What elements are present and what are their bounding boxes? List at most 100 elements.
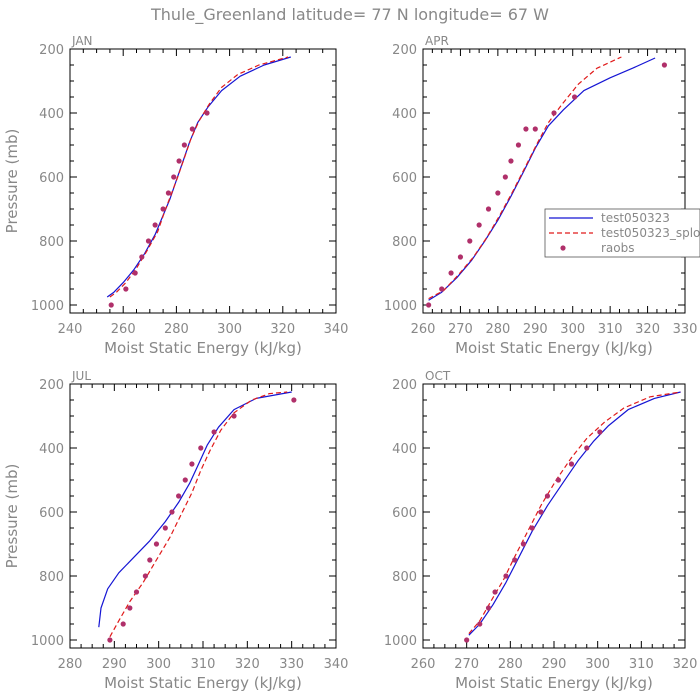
obs-point (584, 445, 590, 451)
obs-point (485, 206, 492, 212)
obs-point (492, 589, 498, 595)
y-tick-label: 1000 (31, 299, 64, 314)
obs-point (176, 493, 182, 499)
model-line (106, 56, 291, 298)
obs-point (495, 190, 501, 196)
data-layer (464, 391, 681, 643)
model2-line (468, 391, 681, 634)
obs-point (153, 541, 160, 547)
obs-point (568, 461, 575, 467)
obs-point (189, 461, 195, 467)
x-tick-label: 330 (279, 657, 304, 672)
x-axis-label: Moist Static Energy (kJ/kg) (455, 339, 653, 357)
y-tick-label: 1000 (31, 634, 64, 649)
obs-point (571, 94, 578, 100)
figure-title: Thule_Greenland latitude= 77 N longitude… (150, 5, 549, 25)
obs-point (426, 302, 432, 308)
legend-box (544, 208, 700, 258)
panel-label: APR (425, 34, 449, 48)
obs-point (120, 621, 126, 627)
obs-point (211, 429, 217, 435)
x-tick-label: 280 (498, 657, 523, 672)
obs-point (476, 222, 482, 228)
x-tick-label: 290 (542, 657, 567, 672)
obs-point (142, 573, 148, 579)
obs-point (132, 270, 138, 276)
obs-point (515, 142, 522, 148)
x-tick-label: 260 (111, 322, 136, 337)
x-tick-label: 310 (191, 657, 216, 672)
obs-point (145, 238, 152, 244)
obs-point (439, 286, 445, 292)
y-tick-label: 200 (392, 378, 417, 393)
x-tick-label: 260 (411, 322, 436, 337)
obs-point (165, 190, 172, 196)
x-tick-label: 280 (485, 322, 510, 337)
obs-point (181, 142, 187, 148)
data-layer (426, 56, 668, 308)
obs-point (464, 637, 470, 643)
model-line (98, 391, 292, 628)
obs-point (176, 158, 182, 164)
obs-point (133, 589, 140, 595)
obs-point (162, 525, 168, 531)
y-tick-label: 800 (392, 570, 417, 585)
x-tick-label: 290 (523, 322, 548, 337)
panel-label: JUL (71, 369, 91, 383)
obs-point (551, 110, 557, 116)
legend-label: test050323 (601, 211, 670, 225)
obs-point (477, 621, 483, 627)
y-tick-label: 800 (39, 570, 64, 585)
obs-point (127, 605, 133, 611)
obs-point (532, 126, 538, 132)
obs-point (291, 397, 297, 403)
obs-point (189, 126, 195, 132)
y-tick-label: 200 (392, 43, 417, 58)
obs-point (544, 493, 551, 499)
obs-point (171, 174, 177, 180)
obs-point (508, 158, 514, 164)
x-axis-label: Moist Static Energy (kJ/kg) (104, 674, 302, 692)
obs-point (152, 222, 158, 228)
obs-point (231, 413, 237, 419)
x-tick-label: 320 (673, 657, 698, 672)
y-tick-label: 400 (392, 107, 417, 122)
x-tick-label: 260 (411, 657, 436, 672)
model2-line (109, 391, 288, 638)
obs-point (520, 541, 527, 547)
obs-point (467, 238, 473, 244)
x-tick-label: 340 (324, 657, 349, 672)
x-tick-label: 280 (164, 322, 189, 337)
obs-point (107, 637, 113, 643)
y-tick-label: 800 (392, 235, 417, 250)
chart-panel-jan: 240 260 280 300 320 340 200 400 600 800 1000 Moist … (3, 34, 348, 357)
obs-point (538, 509, 544, 515)
obs-point (182, 477, 188, 483)
x-tick-label: 300 (146, 657, 171, 672)
data-layer (106, 56, 291, 308)
obs-point (523, 126, 529, 132)
plot-frame (69, 383, 337, 649)
x-tick-label: 340 (324, 322, 349, 337)
obs-point (597, 429, 603, 435)
x-tick-label: 320 (235, 657, 260, 672)
panels: 240 260 280 300 320 340 200 400 600 800 1000 Moist … (3, 34, 700, 692)
x-tick-label: 320 (635, 322, 660, 337)
obs-point (512, 557, 518, 563)
y-tick-label: 400 (392, 442, 417, 457)
model-line (428, 57, 656, 301)
y-tick-label: 600 (392, 171, 417, 186)
obs-point (661, 62, 668, 68)
chart-panel-jul: 280 290 300 310 320 330 340 200 400 600 800 1000 Moi… (3, 369, 348, 692)
obs-point (503, 573, 509, 579)
panel-label: JAN (71, 34, 93, 48)
x-tick-label: 290 (102, 657, 127, 672)
obs-point (555, 477, 561, 483)
y-tick-label: 600 (39, 171, 64, 186)
plot-frame (422, 383, 686, 649)
x-axis-label: Moist Static Energy (kJ/kg) (455, 674, 653, 692)
legend-label: test050323_splo (601, 226, 700, 240)
y-axis-label: Pressure (mb) (3, 464, 21, 569)
